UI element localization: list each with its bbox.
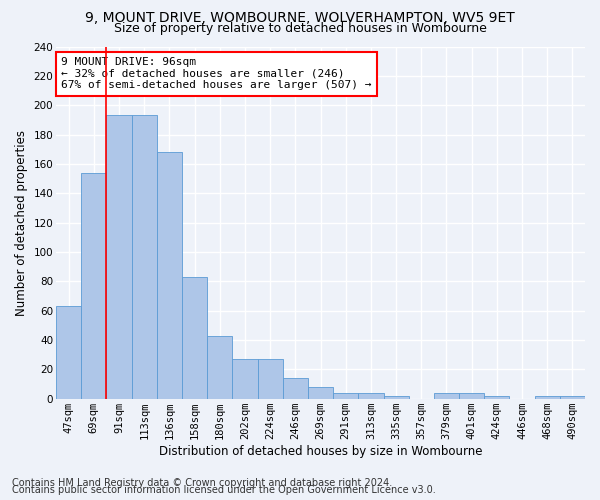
Bar: [434, 393, 459, 398]
Bar: [81, 172, 106, 398]
Text: Contains public sector information licensed under the Open Government Licence v3: Contains public sector information licen…: [12, 485, 436, 495]
Text: Size of property relative to detached houses in Wombourne: Size of property relative to detached ho…: [113, 22, 487, 35]
Bar: [131, 116, 157, 399]
Text: 9, MOUNT DRIVE, WOMBOURNE, WOLVERHAMPTON, WV5 9ET: 9, MOUNT DRIVE, WOMBOURNE, WOLVERHAMPTON…: [85, 11, 515, 25]
Y-axis label: Number of detached properties: Number of detached properties: [15, 130, 28, 316]
Bar: [207, 336, 232, 398]
Bar: [283, 378, 308, 398]
Bar: [257, 359, 283, 399]
Bar: [182, 277, 207, 398]
X-axis label: Distribution of detached houses by size in Wombourne: Distribution of detached houses by size …: [159, 444, 482, 458]
Bar: [333, 393, 358, 398]
Bar: [106, 116, 131, 399]
Bar: [560, 396, 585, 398]
Bar: [383, 396, 409, 398]
Bar: [484, 396, 509, 398]
Text: Contains HM Land Registry data © Crown copyright and database right 2024.: Contains HM Land Registry data © Crown c…: [12, 478, 392, 488]
Bar: [358, 393, 383, 398]
Text: 9 MOUNT DRIVE: 96sqm
← 32% of detached houses are smaller (246)
67% of semi-deta: 9 MOUNT DRIVE: 96sqm ← 32% of detached h…: [61, 57, 372, 90]
Bar: [308, 387, 333, 398]
Bar: [232, 359, 257, 399]
Bar: [459, 393, 484, 398]
Bar: [157, 152, 182, 398]
Bar: [535, 396, 560, 398]
Bar: [56, 306, 81, 398]
